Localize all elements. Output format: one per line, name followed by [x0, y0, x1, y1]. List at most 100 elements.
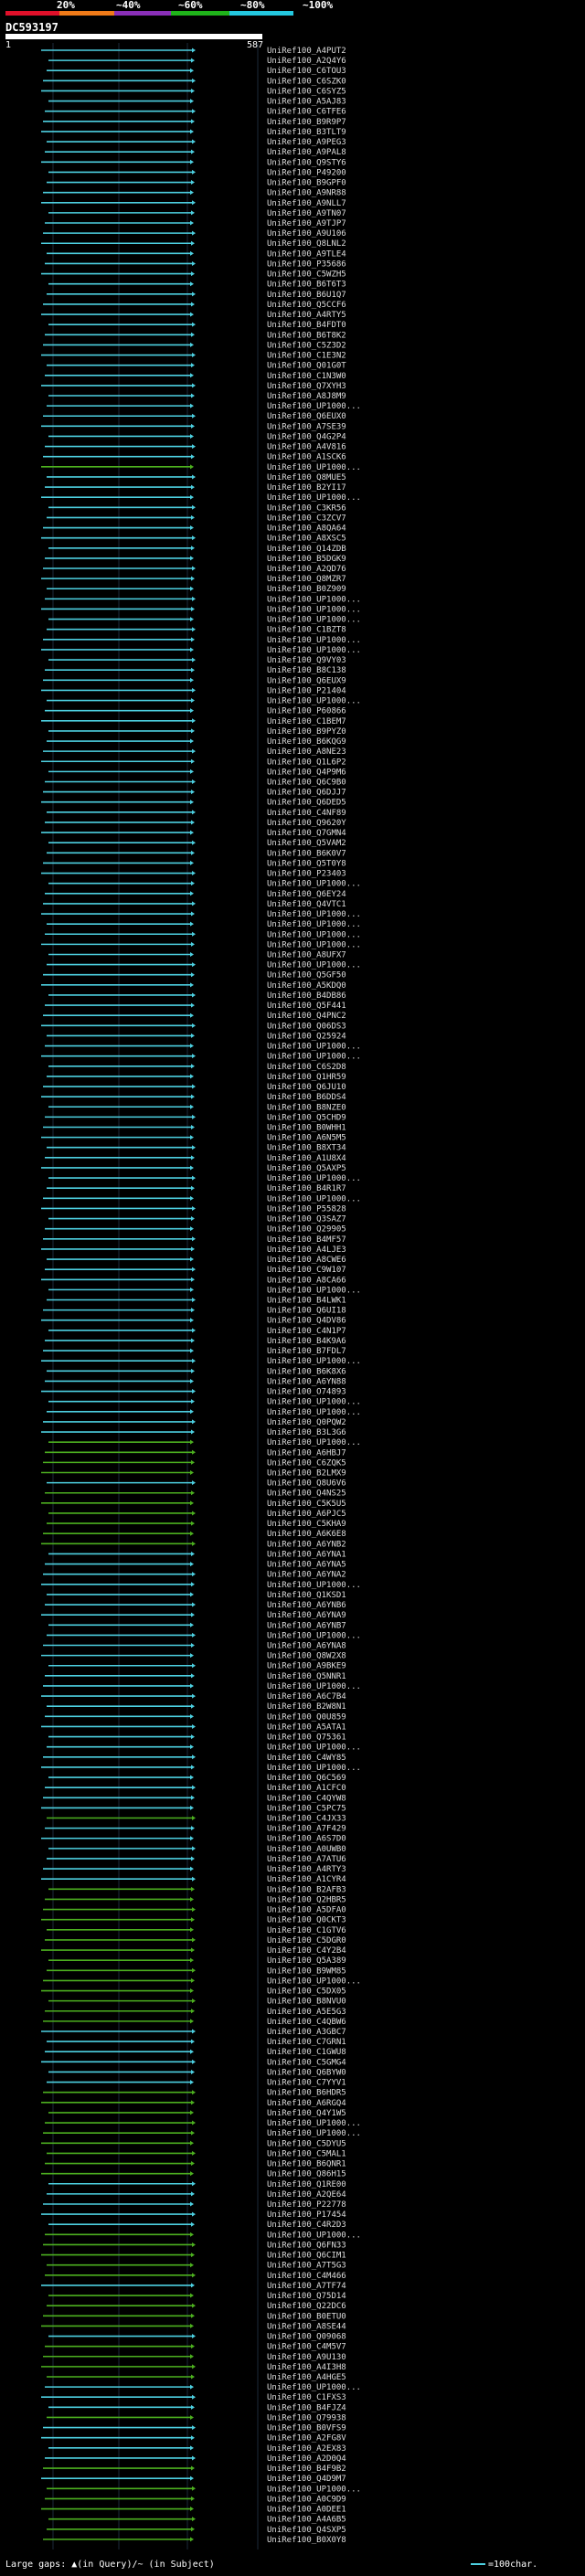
hit-id-label[interactable]: UniRef100_UP1000...	[267, 880, 361, 889]
hit-row[interactable]: UniRef100_UP1000...	[41, 463, 361, 472]
hit-id-label[interactable]: UniRef100_C4M5V7	[267, 2343, 346, 2352]
hit-id-label[interactable]: UniRef100_Q5NNR1	[267, 1672, 346, 1681]
hit-id-label[interactable]: UniRef100_Q4PNC2	[267, 1012, 346, 1021]
hit-id-label[interactable]: UniRef100_A4I3H8	[267, 2363, 346, 2372]
hit-id-label[interactable]: UniRef100_UP1000...	[267, 930, 361, 939]
hit-id-label[interactable]: UniRef100_A9TJP7	[267, 219, 346, 228]
hit-id-label[interactable]: UniRef100_UP1000...	[267, 636, 361, 645]
hit-row[interactable]: UniRef100_A4HGE5	[47, 2373, 346, 2382]
hit-id-label[interactable]: UniRef100_B4LWK1	[267, 1297, 346, 1306]
hit-id-label[interactable]: UniRef100_UP1000...	[267, 1977, 361, 1986]
hit-row[interactable]: UniRef100_B3TLT9	[41, 128, 346, 137]
hit-id-label[interactable]: UniRef100_Q01G0T	[267, 362, 346, 371]
hit-id-label[interactable]: UniRef100_A4A6B5	[267, 2516, 346, 2525]
hit-id-label[interactable]: UniRef100_A0UWB0	[267, 1845, 346, 1854]
hit-id-label[interactable]: UniRef100_A9TN07	[267, 209, 346, 218]
hit-row[interactable]: UniRef100_Q8MZR7	[41, 575, 346, 584]
hit-row[interactable]: UniRef100_B6T8K2	[45, 331, 346, 340]
hit-row[interactable]: UniRef100_O74893	[41, 1388, 346, 1397]
hit-row[interactable]: UniRef100_A8CA66	[41, 1276, 346, 1285]
hit-row[interactable]: UniRef100_Q6EY24	[45, 890, 346, 899]
hit-row[interactable]: UniRef100_B4MF57	[43, 1235, 346, 1245]
hit-id-label[interactable]: UniRef100_Q1RE00	[267, 2180, 346, 2189]
hit-row[interactable]: UniRef100_A4A6B5	[48, 2516, 346, 2525]
hit-id-label[interactable]: UniRef100_A4V816	[267, 443, 346, 452]
hit-row[interactable]: UniRef100_Q4NS25	[45, 1489, 346, 1499]
hit-id-label[interactable]: UniRef100_A6YNA8	[267, 1642, 346, 1651]
hit-row[interactable]: UniRef100_Q4SXP5	[47, 2526, 346, 2535]
hit-id-label[interactable]: UniRef100_Q4P9M6	[267, 768, 346, 777]
hit-id-label[interactable]: UniRef100_C4N1P7	[267, 1327, 346, 1336]
hit-row[interactable]: UniRef100_B6K0V7	[47, 849, 346, 858]
hit-id-label[interactable]: UniRef100_Q5AXP5	[267, 1164, 346, 1173]
hit-row[interactable]: UniRef100_B4FDT0	[48, 321, 346, 330]
hit-row[interactable]: UniRef100_Q4D9M7	[41, 2475, 346, 2484]
hit-id-label[interactable]: UniRef100_A2Q4Y6	[267, 57, 346, 66]
hit-row[interactable]: UniRef100_Q0U859	[45, 1712, 346, 1722]
hit-row[interactable]: UniRef100_A6YNB7	[48, 1621, 346, 1630]
hit-id-label[interactable]: UniRef100_P35686	[267, 260, 346, 269]
hit-id-label[interactable]: UniRef100_A6YNA9	[267, 1611, 346, 1620]
hit-row[interactable]: UniRef100_Q2HBR5	[45, 1895, 346, 1904]
hit-id-label[interactable]: UniRef100_Q7GMN4	[267, 829, 346, 838]
hit-id-label[interactable]: UniRef100_Q1HR59	[267, 1073, 346, 1082]
hit-id-label[interactable]: UniRef100_UP1000...	[267, 2231, 361, 2240]
hit-row[interactable]: UniRef100_Q8U6V6	[47, 1479, 346, 1489]
hit-row[interactable]: UniRef100_A9PEG3	[47, 138, 346, 147]
hit-id-label[interactable]: UniRef100_B4F9B2	[267, 2465, 346, 2474]
hit-id-label[interactable]: UniRef100_A9TLE4	[267, 249, 346, 259]
hit-id-label[interactable]: UniRef100_A6YNB2	[267, 1540, 346, 1549]
hit-id-label[interactable]: UniRef100_B2AFB3	[267, 1885, 346, 1894]
hit-id-label[interactable]: UniRef100_C9W107	[267, 1266, 346, 1275]
hit-id-label[interactable]: UniRef100_Q6JU10	[267, 1083, 346, 1092]
hit-id-label[interactable]: UniRef100_C6ZQK5	[267, 1458, 346, 1468]
hit-row[interactable]: UniRef100_Q14ZDB	[48, 545, 346, 554]
hit-id-label[interactable]: UniRef100_Q1L6P2	[267, 758, 346, 767]
hit-row[interactable]: UniRef100_A9U130	[43, 2353, 346, 2362]
hit-id-label[interactable]: UniRef100_A4HGE5	[267, 2373, 346, 2382]
hit-id-label[interactable]: UniRef100_Q8MZR7	[267, 575, 346, 584]
hit-row[interactable]: UniRef100_Q0CKT3	[41, 1916, 346, 1925]
hit-id-label[interactable]: UniRef100_C1BEM7	[267, 717, 346, 726]
hit-row[interactable]: UniRef100_A8CWE6	[47, 1256, 346, 1265]
hit-id-label[interactable]: UniRef100_B5DGK9	[267, 555, 346, 564]
hit-id-label[interactable]: UniRef100_B8C138	[267, 666, 346, 675]
hit-id-label[interactable]: UniRef100_B0X0Y8	[267, 2536, 346, 2545]
hit-id-label[interactable]: UniRef100_B8NZE0	[267, 1103, 346, 1112]
hit-id-label[interactable]: UniRef100_Q0U859	[267, 1712, 346, 1722]
hit-row[interactable]: UniRef100_A6N5M5	[41, 1134, 346, 1143]
hit-id-label[interactable]: UniRef100_UP1000...	[267, 1438, 361, 1447]
hit-id-label[interactable]: UniRef100_C4NF89	[267, 809, 346, 818]
hit-row[interactable]: UniRef100_C4Y2B4	[41, 1946, 346, 1956]
hit-id-label[interactable]: UniRef100_B2W8N1	[267, 1702, 346, 1712]
hit-row[interactable]: UniRef100_C5MAL1	[47, 2149, 346, 2158]
hit-row[interactable]: UniRef100_B4LWK1	[47, 1297, 346, 1306]
hit-row[interactable]: UniRef100_B8C138	[45, 666, 346, 675]
hit-row[interactable]: UniRef100_B0Z909	[47, 585, 346, 594]
hit-row[interactable]: UniRef100_C3ZCV7	[47, 514, 346, 523]
hit-id-label[interactable]: UniRef100_P22778	[267, 2200, 346, 2210]
hit-id-label[interactable]: UniRef100_UP1000...	[267, 2485, 361, 2494]
hit-id-label[interactable]: UniRef100_UP1000...	[267, 2119, 361, 2128]
hit-id-label[interactable]: UniRef100_A8CA66	[267, 1276, 346, 1285]
hit-id-label[interactable]: UniRef100_A1CFC0	[267, 1784, 346, 1793]
hit-id-label[interactable]: UniRef100_C4R2D3	[267, 2221, 346, 2230]
hit-row[interactable]: UniRef100_P21404	[41, 686, 346, 695]
hit-id-label[interactable]: UniRef100_O74893	[267, 1388, 346, 1397]
hit-row[interactable]: UniRef100_C1FXS3	[41, 2393, 346, 2402]
hit-row[interactable]: UniRef100_C1E3N2	[41, 352, 346, 361]
hit-row[interactable]: UniRef100_C5KHA9	[47, 1520, 346, 1529]
hit-row[interactable]: UniRef100_Q8MUE5	[47, 473, 346, 482]
hit-id-label[interactable]: UniRef100_A2FG8V	[267, 2434, 346, 2443]
hit-row[interactable]: UniRef100_A6K6E8	[43, 1530, 346, 1539]
hit-id-label[interactable]: UniRef100_A9PAL8	[267, 148, 346, 157]
hit-row[interactable]: UniRef100_B9PYZ0	[48, 727, 346, 737]
hit-id-label[interactable]: UniRef100_A5AJ83	[267, 98, 346, 107]
hit-id-label[interactable]: UniRef100_C4M466	[267, 2272, 346, 2281]
hit-row[interactable]: UniRef100_C7GRN1	[47, 2038, 346, 2047]
hit-id-label[interactable]: UniRef100_A5E5G3	[267, 2008, 346, 2017]
hit-row[interactable]: UniRef100_Q5GF50	[43, 971, 346, 981]
hit-row[interactable]: UniRef100_A6YNB2	[41, 1540, 346, 1549]
hit-row[interactable]: UniRef100_UP1000...	[45, 595, 361, 604]
hit-id-label[interactable]: UniRef100_C5DYU5	[267, 2139, 346, 2148]
